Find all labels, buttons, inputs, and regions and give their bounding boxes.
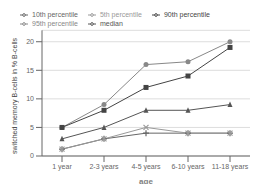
svg-text:1 year: 1 year (52, 163, 72, 171)
svg-text:2-3 years: 2-3 years (89, 163, 119, 171)
html-text:10th percentile: 10th percentile (32, 11, 78, 18)
svg-text:5: 5 (30, 124, 34, 131)
svg-text:11-18 years: 11-18 years (212, 163, 249, 171)
html-text:median: median (99, 20, 123, 28)
svg-text:10: 10 (26, 95, 34, 102)
html-text:switched memory B-cells in % B: switched memory B-cells in % B-cells (10, 38, 18, 154)
svg-text:6-10 years: 6-10 years (171, 163, 205, 171)
svg-text:20: 20 (26, 38, 34, 45)
html-text:90th percentile: 90th percentile (164, 11, 210, 18)
svg-text:age: age (139, 177, 153, 184)
html-text:95th percentile: 95th percentile (32, 20, 78, 28)
svg-text:0: 0 (30, 152, 34, 159)
html-text:5th percentile: 5th percentile (99, 11, 142, 18)
svg-text:15: 15 (26, 67, 34, 74)
svg-text:4-5 years: 4-5 years (131, 163, 161, 171)
